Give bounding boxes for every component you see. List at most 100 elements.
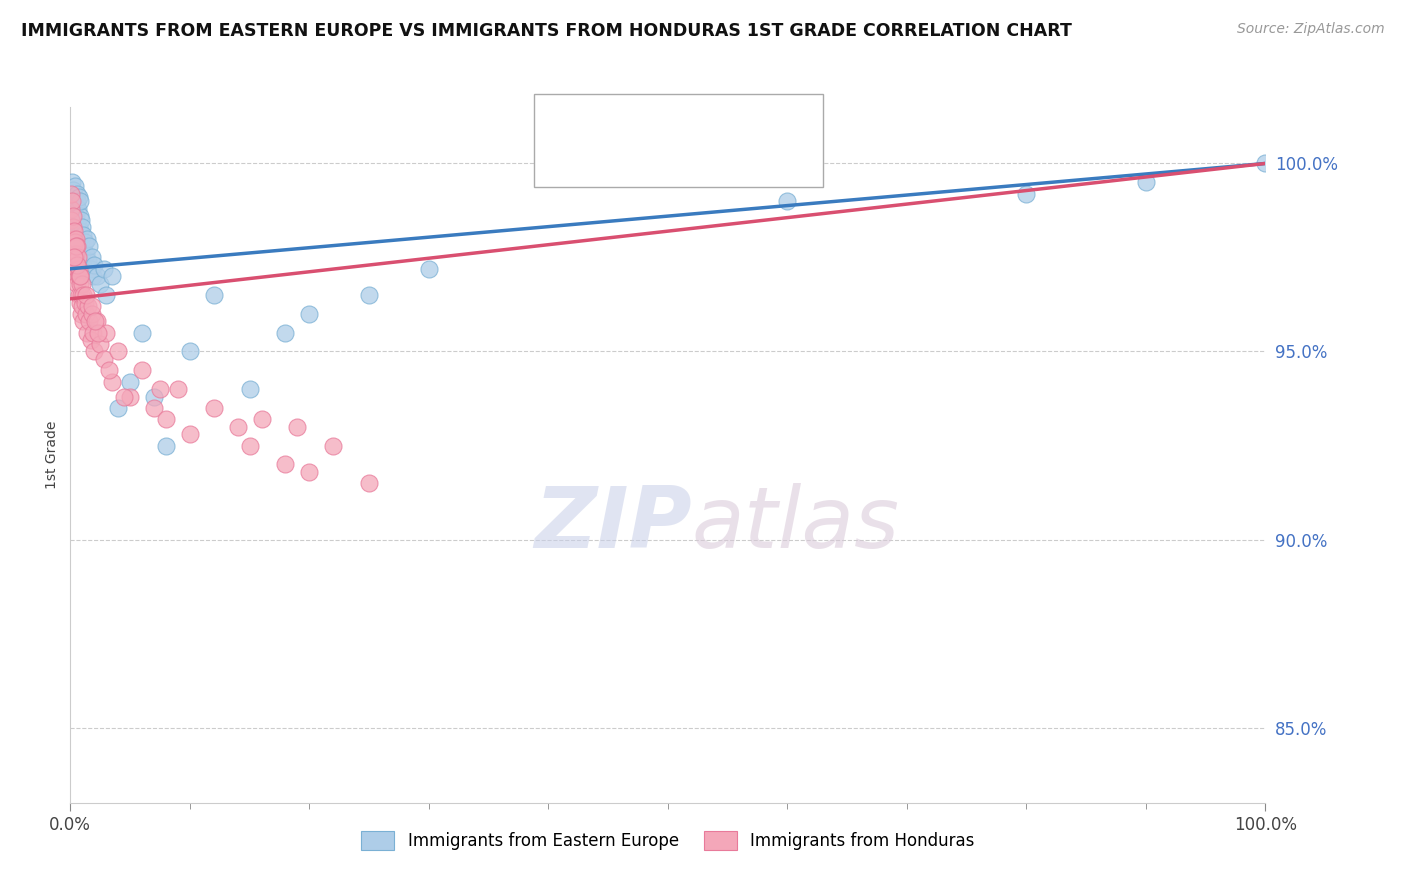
Point xyxy=(60,194,83,208)
Point xyxy=(179,427,201,442)
Point xyxy=(70,299,93,313)
Point xyxy=(65,269,87,284)
Point xyxy=(167,382,190,396)
Point xyxy=(89,277,111,291)
Point xyxy=(63,212,86,227)
Legend: Immigrants from Eastern Europe, Immigrants from Honduras: Immigrants from Eastern Europe, Immigran… xyxy=(354,824,981,857)
Point xyxy=(143,401,166,415)
Point xyxy=(59,202,82,216)
Point xyxy=(155,438,177,452)
Point xyxy=(93,351,115,366)
Point xyxy=(298,465,321,479)
Point xyxy=(69,277,91,291)
Point xyxy=(76,232,98,246)
Point xyxy=(70,239,93,253)
Y-axis label: 1st Grade: 1st Grade xyxy=(45,421,59,489)
Point xyxy=(83,344,105,359)
Point xyxy=(72,288,94,302)
Point xyxy=(65,232,87,246)
Point xyxy=(66,261,89,276)
Point xyxy=(75,246,97,260)
Point xyxy=(63,251,86,265)
Point xyxy=(67,190,90,204)
Point xyxy=(79,261,101,276)
Point xyxy=(63,258,86,272)
Point xyxy=(69,209,91,223)
Point xyxy=(66,217,89,231)
Point xyxy=(149,382,172,396)
Point xyxy=(72,314,94,328)
Point xyxy=(322,438,344,452)
Point xyxy=(63,179,86,194)
Point xyxy=(62,239,84,253)
Point xyxy=(120,390,141,404)
Point xyxy=(66,186,89,201)
Point xyxy=(274,326,297,340)
Point xyxy=(359,476,381,491)
Point xyxy=(60,212,83,227)
Text: Source: ZipAtlas.com: Source: ZipAtlas.com xyxy=(1237,22,1385,37)
Point xyxy=(97,363,120,377)
Point xyxy=(112,390,135,404)
Point xyxy=(776,194,799,208)
Point xyxy=(107,344,129,359)
Point xyxy=(63,224,86,238)
Text: R = 0.344   N = 72: R = 0.344 N = 72 xyxy=(589,145,773,163)
Point xyxy=(69,194,91,208)
Point xyxy=(62,209,84,223)
Point xyxy=(67,251,90,265)
Point xyxy=(69,269,91,284)
Point xyxy=(63,251,86,265)
Point xyxy=(287,419,309,434)
Point xyxy=(155,412,177,426)
Point xyxy=(65,198,87,212)
Point xyxy=(80,299,103,313)
Point xyxy=(250,412,273,426)
Point xyxy=(274,458,297,472)
Point xyxy=(75,307,97,321)
Point xyxy=(73,235,96,250)
Point xyxy=(72,227,94,242)
Point xyxy=(202,401,225,415)
Point xyxy=(66,194,89,208)
Point xyxy=(202,288,225,302)
Text: ZIP: ZIP xyxy=(534,483,692,566)
Point xyxy=(66,258,89,272)
Point xyxy=(65,209,87,223)
Point xyxy=(418,261,440,276)
Point xyxy=(70,307,93,321)
Point xyxy=(69,224,91,238)
Point xyxy=(226,419,249,434)
Point xyxy=(72,258,94,272)
Text: atlas: atlas xyxy=(692,483,900,566)
Point xyxy=(1254,156,1277,170)
Point xyxy=(120,375,141,389)
Point xyxy=(67,269,90,284)
Point xyxy=(76,326,98,340)
Point xyxy=(101,269,124,284)
Point xyxy=(62,183,84,197)
Point xyxy=(73,295,96,310)
Point xyxy=(239,438,262,452)
Point xyxy=(96,326,118,340)
Text: R = 0.302   N = 56: R = 0.302 N = 56 xyxy=(589,110,773,128)
Point xyxy=(84,314,107,328)
Point xyxy=(67,202,90,216)
Point xyxy=(87,326,110,340)
Point xyxy=(82,326,104,340)
Point xyxy=(77,254,100,268)
Point xyxy=(86,269,108,284)
Point xyxy=(60,186,83,201)
Point xyxy=(89,337,111,351)
Point xyxy=(143,390,166,404)
Point xyxy=(63,232,86,246)
Point xyxy=(67,261,90,276)
Point xyxy=(79,314,101,328)
Point xyxy=(86,314,108,328)
Point xyxy=(69,269,91,284)
Point xyxy=(62,202,84,216)
Point xyxy=(101,375,124,389)
Point xyxy=(96,288,118,302)
Point xyxy=(70,277,93,291)
Point xyxy=(66,239,89,253)
